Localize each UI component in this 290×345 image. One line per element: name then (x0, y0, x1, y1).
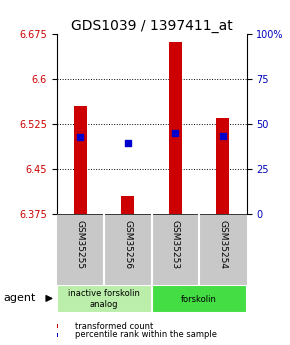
Text: GSM35254: GSM35254 (218, 219, 227, 268)
Point (126, 140, 130, 146)
Text: percentile rank within the sample: percentile rank within the sample (75, 330, 218, 339)
Text: transformed count: transformed count (75, 322, 154, 331)
Bar (121, 196, 135, 214)
Bar (216, 118, 229, 214)
Point (173, 130, 177, 136)
Text: inactive forskolin
analog: inactive forskolin analog (68, 289, 140, 309)
Point (220, 134, 225, 139)
Title: GDS1039 / 1397411_at: GDS1039 / 1397411_at (71, 19, 232, 33)
Bar (57, 285, 151, 313)
Text: agent: agent (3, 294, 35, 303)
Text: GSM35255: GSM35255 (76, 219, 85, 269)
Text: GSM35253: GSM35253 (171, 219, 180, 269)
Point (78, 135, 83, 140)
Text: GSM35256: GSM35256 (123, 219, 132, 269)
Bar (151, 285, 246, 313)
Text: forskolin: forskolin (181, 295, 217, 304)
Bar (168, 42, 182, 214)
Bar (74, 106, 87, 214)
